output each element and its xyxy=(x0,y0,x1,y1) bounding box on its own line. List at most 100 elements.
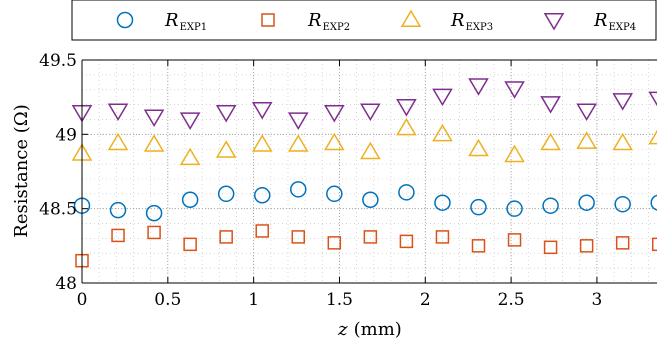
data-point-R_EXP2 xyxy=(651,237,657,252)
data-point-R_EXP3 xyxy=(251,134,273,152)
data-point-R_EXP3 xyxy=(360,141,381,160)
series-R_EXP3 xyxy=(71,117,657,166)
legend-label-R_EXP3: REXP3 xyxy=(450,10,493,33)
data-point-R_EXP3 xyxy=(432,123,453,142)
data-point-R_EXP4 xyxy=(396,99,417,117)
data-point-R_EXP3 xyxy=(648,129,657,145)
x-tick-label: 2 xyxy=(420,290,431,310)
data-point-R_EXP2 xyxy=(507,233,522,247)
data-point-R_EXP1 xyxy=(434,194,451,211)
data-point-R_EXP4 xyxy=(360,103,381,122)
data-point-R_EXP4 xyxy=(648,91,657,107)
data-point-R_EXP4 xyxy=(504,81,525,99)
data-point-R_EXP4 xyxy=(612,93,633,111)
legend-marker-R_EXP4 xyxy=(543,12,565,31)
data-point-R_EXP2 xyxy=(327,236,342,250)
data-point-R_EXP2 xyxy=(255,224,269,238)
legend-label-subscript: EXP2 xyxy=(323,22,351,33)
data-point-R_EXP2 xyxy=(147,225,161,240)
data-point-R_EXP3 xyxy=(107,132,129,151)
data-point-R_EXP1 xyxy=(398,184,415,201)
data-point-R_EXP4 xyxy=(251,102,273,120)
data-point-R_EXP3 xyxy=(396,117,417,136)
data-point-R_EXP2 xyxy=(435,230,450,244)
data-point-R_EXP4 xyxy=(215,104,237,123)
data-point-R_EXP1 xyxy=(290,181,307,198)
data-point-R_EXP2 xyxy=(399,234,414,249)
data-point-R_EXP3 xyxy=(576,131,597,149)
data-point-R_EXP3 xyxy=(179,147,201,166)
y-tick-label: 49.5 xyxy=(39,51,77,71)
y-axis-label: Resistance (Ω) xyxy=(11,104,32,237)
data-point-R_EXP1 xyxy=(217,185,235,203)
data-point-R_EXP4 xyxy=(468,78,489,96)
plot-background xyxy=(82,60,657,283)
x-tick-label: 0 xyxy=(77,290,88,310)
y-tick-label: 48 xyxy=(55,274,77,294)
data-point-R_EXP1 xyxy=(181,191,199,208)
legend-label-main: R xyxy=(450,10,465,31)
data-point-R_EXP4 xyxy=(107,103,129,122)
legend-label-subscript: EXP1 xyxy=(180,22,208,33)
data-point-R_EXP2 xyxy=(543,240,558,255)
legend-label-main: R xyxy=(307,10,322,31)
data-point-R_EXP1 xyxy=(109,201,127,219)
plot-area: 0 0.5 1 1.5 2 2.5 3 48 48.5 49 49.5 xyxy=(39,51,657,310)
data-point-R_EXP3 xyxy=(287,134,309,152)
data-point-R_EXP2 xyxy=(183,237,197,252)
data-point-R_EXP4 xyxy=(287,112,309,130)
data-point-R_EXP2 xyxy=(615,236,630,250)
legend-item-R_EXP1: REXP1 xyxy=(116,10,207,33)
data-point-R_EXP1 xyxy=(253,187,271,204)
data-point-R_EXP3 xyxy=(612,132,633,151)
data-point-R_EXP3 xyxy=(215,140,237,158)
data-point-R_EXP4 xyxy=(576,103,597,122)
data-point-R_EXP2 xyxy=(471,239,486,253)
y-tick-label: 48.5 xyxy=(39,200,77,220)
legend-marker-R_EXP1 xyxy=(116,11,134,29)
legend-label-R_EXP1: REXP1 xyxy=(164,10,207,33)
data-point-R_EXP4 xyxy=(540,96,561,114)
data-point-R_EXP1 xyxy=(650,194,657,211)
legend-label-main: R xyxy=(593,10,608,31)
data-point-R_EXP2 xyxy=(219,230,233,244)
data-point-R_EXP1 xyxy=(614,195,631,213)
y-tick-label: 49 xyxy=(55,125,77,145)
data-point-R_EXP2 xyxy=(111,228,125,243)
data-point-R_EXP1 xyxy=(470,198,487,216)
axes: 0 0.5 1 1.5 2 2.5 3 48 48.5 49 49.5 xyxy=(39,51,657,310)
legend-marker-R_EXP2 xyxy=(261,13,275,27)
legend-item-R_EXP3: REXP3 xyxy=(400,9,493,33)
series-R_EXP4 xyxy=(71,78,657,130)
legend-label-R_EXP4: REXP4 xyxy=(593,10,636,33)
data-point-R_EXP2 xyxy=(363,230,378,244)
x-tick-label: 2.5 xyxy=(498,290,525,310)
data-point-R_EXP1 xyxy=(362,191,379,208)
data-point-R_EXP1 xyxy=(145,204,163,222)
legend-label-main: R xyxy=(164,10,179,31)
data-point-R_EXP4 xyxy=(432,88,453,107)
legend-item-R_EXP2: REXP2 xyxy=(261,10,350,33)
data-point-R_EXP3 xyxy=(143,134,165,152)
data-point-R_EXP3 xyxy=(504,144,525,163)
x-tick-label: 1 xyxy=(248,290,259,310)
legend: REXP1 REXP2 REXP3 REXP4 xyxy=(71,0,657,41)
data-point-R_EXP4 xyxy=(179,112,201,130)
data-point-R_EXP4 xyxy=(143,109,165,127)
legend-marker-R_EXP3 xyxy=(400,9,422,28)
x-axis-label-unit: (mm) xyxy=(354,319,402,340)
x-tick-label: 1.5 xyxy=(326,290,353,310)
x-tick-label: 0.5 xyxy=(154,290,181,310)
data-point-R_EXP4 xyxy=(324,104,345,123)
data-point-R_EXP1 xyxy=(578,194,595,211)
series-R_EXP1 xyxy=(73,181,657,222)
legend-label-R_EXP2: REXP2 xyxy=(307,10,350,33)
x-axis-label-variable: z xyxy=(337,319,348,340)
x-axis-label: z (mm) xyxy=(337,319,402,340)
legend-label-subscript: EXP3 xyxy=(466,22,494,33)
x-tick-label: 3 xyxy=(592,290,603,310)
legend-item-R_EXP4: REXP4 xyxy=(543,10,636,33)
data-point-R_EXP1 xyxy=(506,200,523,217)
data-point-R_EXP1 xyxy=(542,197,559,214)
